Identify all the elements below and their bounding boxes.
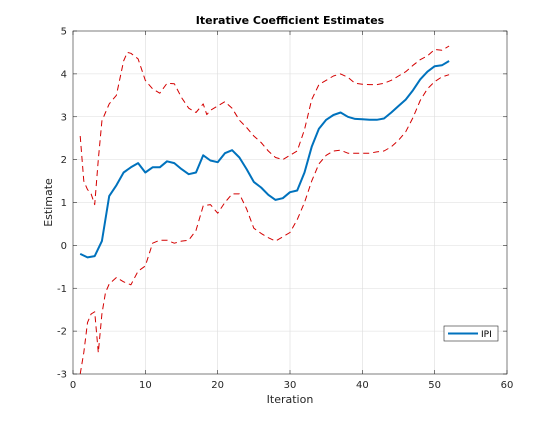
y-tick-label: 5 [61, 27, 67, 38]
y-tick-label: -1 [57, 284, 67, 295]
x-tick-label: 40 [356, 380, 369, 391]
chart-title: Iterative Coefficient Estimates [196, 14, 385, 27]
y-tick-label: 2 [61, 155, 67, 166]
y-tick-label: -2 [57, 327, 67, 338]
series-lines [79, 45, 450, 375]
legend: IPI [443, 325, 499, 342]
x-tick-label: 0 [70, 380, 76, 391]
x-tick-label: 20 [211, 380, 224, 391]
series-line-upper-bound [79, 45, 450, 206]
series-line-ipi-estimate [79, 60, 450, 259]
y-axis-label: Estimate [42, 178, 55, 227]
y-tick-label: 3 [61, 112, 67, 123]
axis-ticks: 0 10 20 30 40 50 60 -3 -2 -1 0 1 2 3 4 5 [57, 27, 513, 392]
y-tick-label: 4 [61, 69, 67, 80]
x-tick-label: 30 [284, 380, 297, 391]
x-tick-label: 10 [139, 380, 152, 391]
x-tick-label: 50 [428, 380, 441, 391]
x-tick-label: 60 [501, 380, 514, 391]
y-tick-label: 1 [61, 198, 67, 209]
legend-label-ipi: IPI [481, 330, 492, 340]
x-axis-label: Iteration [267, 393, 314, 406]
y-tick-label: -3 [57, 370, 67, 381]
grid [73, 31, 507, 374]
y-tick-label: 0 [61, 241, 67, 252]
series-line-lower-bound [79, 74, 450, 375]
